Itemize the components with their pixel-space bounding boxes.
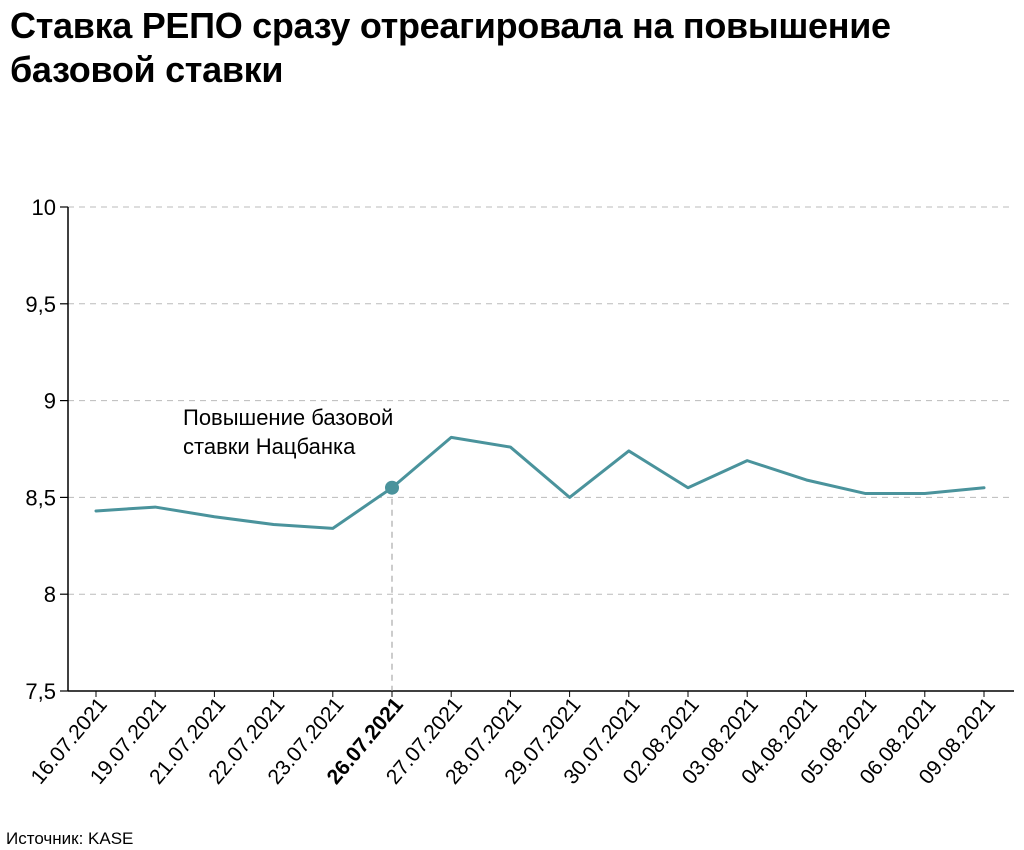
annotation-text: ставки Нацбанка — [183, 434, 356, 459]
annotation-text: Повышение базовой — [183, 405, 393, 430]
highlight-point — [385, 480, 399, 495]
series-line — [94, 435, 986, 530]
y-tick-label: 8 — [44, 582, 56, 607]
axes — [60, 206, 1014, 697]
annotation: Повышение базовой ставки Нацбанка — [183, 405, 393, 459]
chart-title: Ставка РЕПО сразу отреагировала на повыш… — [10, 5, 891, 90]
y-tick-label: 7,5 — [25, 679, 56, 704]
x-tick-labels: 16.07.202119.07.202121.07.202122.07.2021… — [27, 693, 1000, 789]
y-tick-label: 10 — [32, 195, 56, 220]
series-group — [94, 435, 986, 530]
grid-lines — [68, 206, 1014, 595]
y-tick-label: 8,5 — [25, 485, 56, 510]
source-note: Источник: KASE — [6, 829, 134, 848]
y-tick-label: 9 — [44, 389, 56, 414]
y-tick-label: 9,5 — [25, 292, 56, 317]
y-tick-labels: 7,5 8 8,5 9 9,5 10 — [25, 195, 56, 704]
